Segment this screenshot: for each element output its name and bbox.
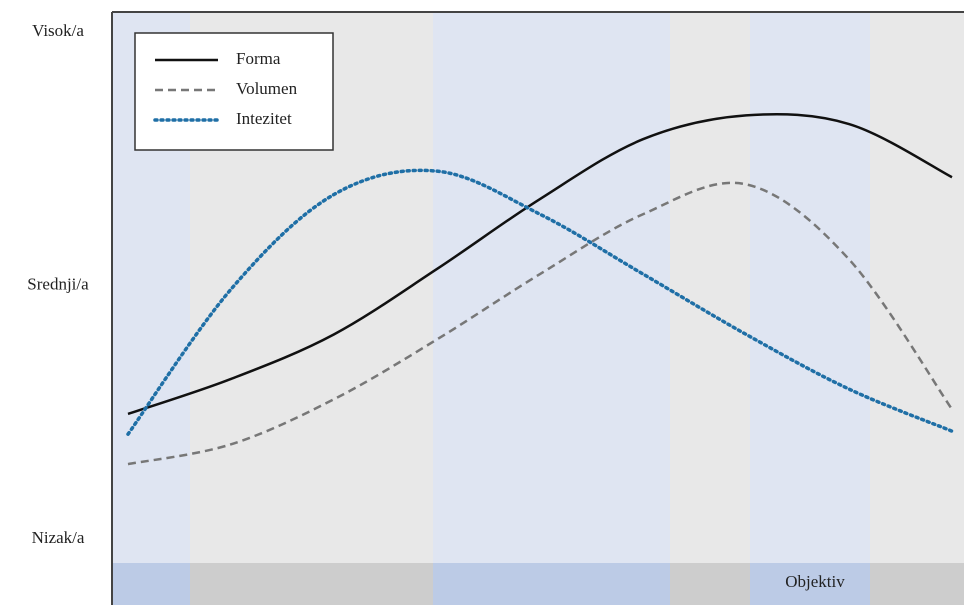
series-line xyxy=(126,168,954,436)
background-bands xyxy=(112,12,964,605)
strip xyxy=(112,563,190,605)
lines xyxy=(126,112,954,466)
legend-label: Volumen xyxy=(236,79,298,98)
legend-label: Intezitet xyxy=(236,109,292,128)
strip xyxy=(870,563,964,605)
series-line xyxy=(127,112,953,416)
band xyxy=(433,12,670,563)
strip xyxy=(750,563,870,605)
strip xyxy=(433,563,670,605)
annotation: Objektiv xyxy=(785,572,845,591)
series-line xyxy=(127,181,954,466)
strip xyxy=(190,563,433,605)
legend: Forma Volumen Intezitet xyxy=(134,32,334,151)
strip xyxy=(670,563,750,605)
y-tick-label: Visok/a xyxy=(32,21,84,40)
band xyxy=(870,12,964,563)
legend-box xyxy=(134,32,334,151)
band xyxy=(750,12,870,563)
legend-label: Forma xyxy=(236,49,281,68)
band xyxy=(670,12,750,563)
y-tick-label: Nizak/a xyxy=(32,528,85,547)
y-tick-label: Srednji/a xyxy=(27,275,89,294)
